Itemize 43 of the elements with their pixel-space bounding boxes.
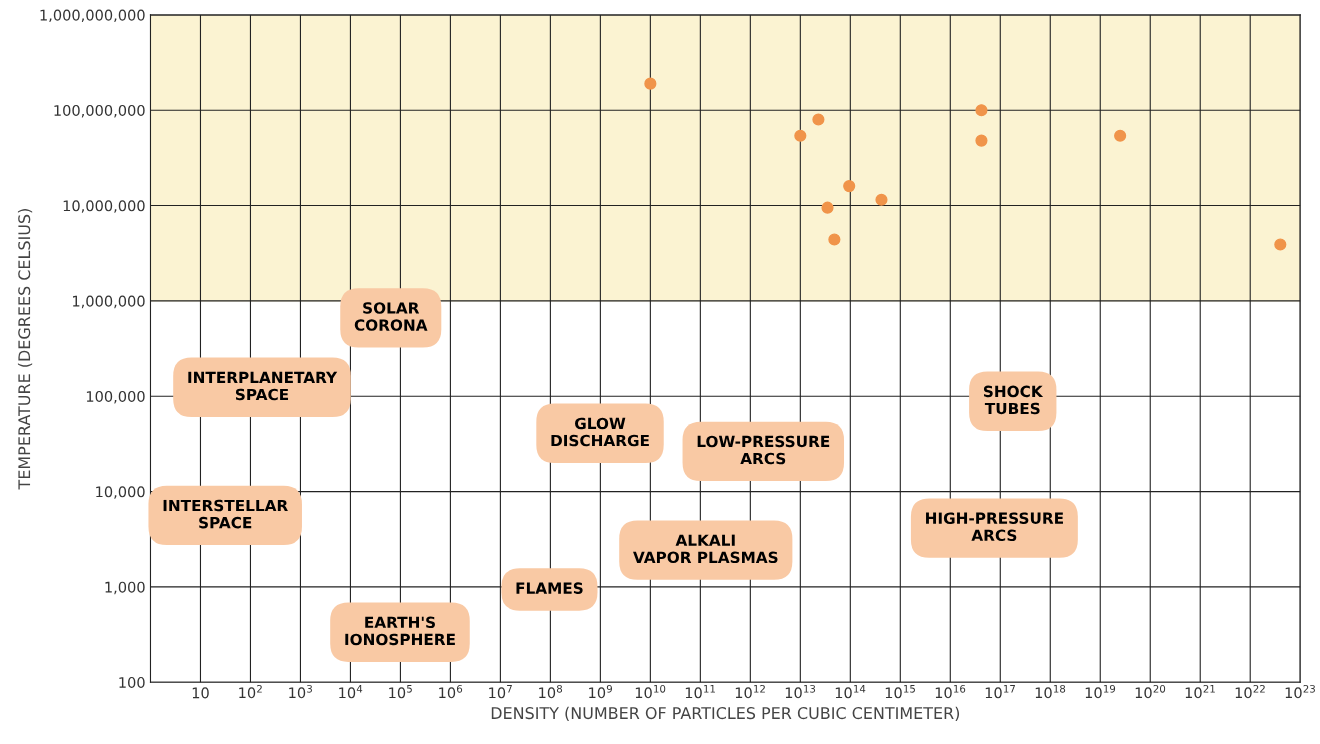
y-tick-label: 10,000,000 — [63, 200, 145, 213]
x-tick-label: 10$^{2}$ — [239, 684, 262, 699]
x-tick-label: 10$^{22}$ — [1235, 684, 1265, 699]
annotation: INTERPLANETARY SPACE — [188, 371, 338, 401]
y-tick-label: 1,000 — [105, 581, 145, 595]
x-tick-label: 10$^{16}$ — [935, 684, 966, 699]
y-tick-label: 1,000,000,000 — [40, 9, 145, 23]
x-tick-label: 10$^{10}$ — [635, 684, 666, 699]
y-tick-label: 100 — [119, 676, 145, 688]
annotation: SHOCK TUBES — [983, 385, 1044, 415]
x-axis-title: DENSITY (NUMBER OF PARTICLES PER CUBIC CENTIMETER) — [491, 706, 960, 722]
x-tick-label: 10 — [192, 687, 209, 699]
annotation: FLAMES — [516, 582, 583, 594]
y-tick-label: 10,000 — [96, 486, 145, 499]
annotation: GLOW DISCHARGE — [551, 417, 649, 447]
x-tick-label: 10$^{21}$ — [1185, 684, 1215, 699]
x-tick-label: 10$^{23}$ — [1285, 684, 1315, 699]
x-tick-label: 10$^{11}$ — [685, 685, 715, 699]
x-tick-label: 10$^{18}$ — [1035, 684, 1066, 699]
annotation: HIGH-PRESSURE ARCS — [926, 512, 1063, 542]
x-tick-label: 10$^{15}$ — [885, 685, 915, 699]
annotation: SOLAR CORONA — [354, 302, 428, 331]
y-axis-title: TEMPERATURE (DEGREES CELSIUS) — [17, 209, 33, 490]
annotation: LOW-PRESSURE ARCS — [697, 435, 830, 465]
x-tick-label: 10$^{14}$ — [835, 685, 866, 699]
x-tick-label: 10$^{17}$ — [985, 685, 1015, 699]
x-tick-label: 10$^{9}$ — [589, 684, 613, 699]
x-tick-label: 10$^{4}$ — [339, 685, 363, 699]
x-tick-label: 10$^{6}$ — [439, 684, 463, 699]
x-tick-label: 10$^{12}$ — [735, 684, 765, 699]
y-tick-label: 100,000,000 — [54, 104, 145, 118]
annotation: INTERSTELLAR SPACE — [163, 499, 288, 529]
x-tick-label: 10$^{7}$ — [489, 685, 512, 699]
x-tick-label: 10$^{20}$ — [1135, 684, 1166, 699]
x-tick-label: 10$^{19}$ — [1085, 684, 1116, 699]
y-tick-label: 100,000 — [86, 390, 145, 404]
x-tick-label: 10$^{3}$ — [289, 684, 312, 699]
x-tick-label: 10$^{8}$ — [539, 684, 563, 699]
annotation: ALKALI VAPOR PLASMAS — [633, 534, 778, 564]
x-tick-label: 10$^{13}$ — [785, 684, 816, 699]
y-tick-label: 1,000,000 — [73, 295, 145, 309]
annotation: EARTH'S IONOSPHERE — [345, 616, 455, 646]
x-tick-label: 10$^{5}$ — [389, 685, 412, 699]
